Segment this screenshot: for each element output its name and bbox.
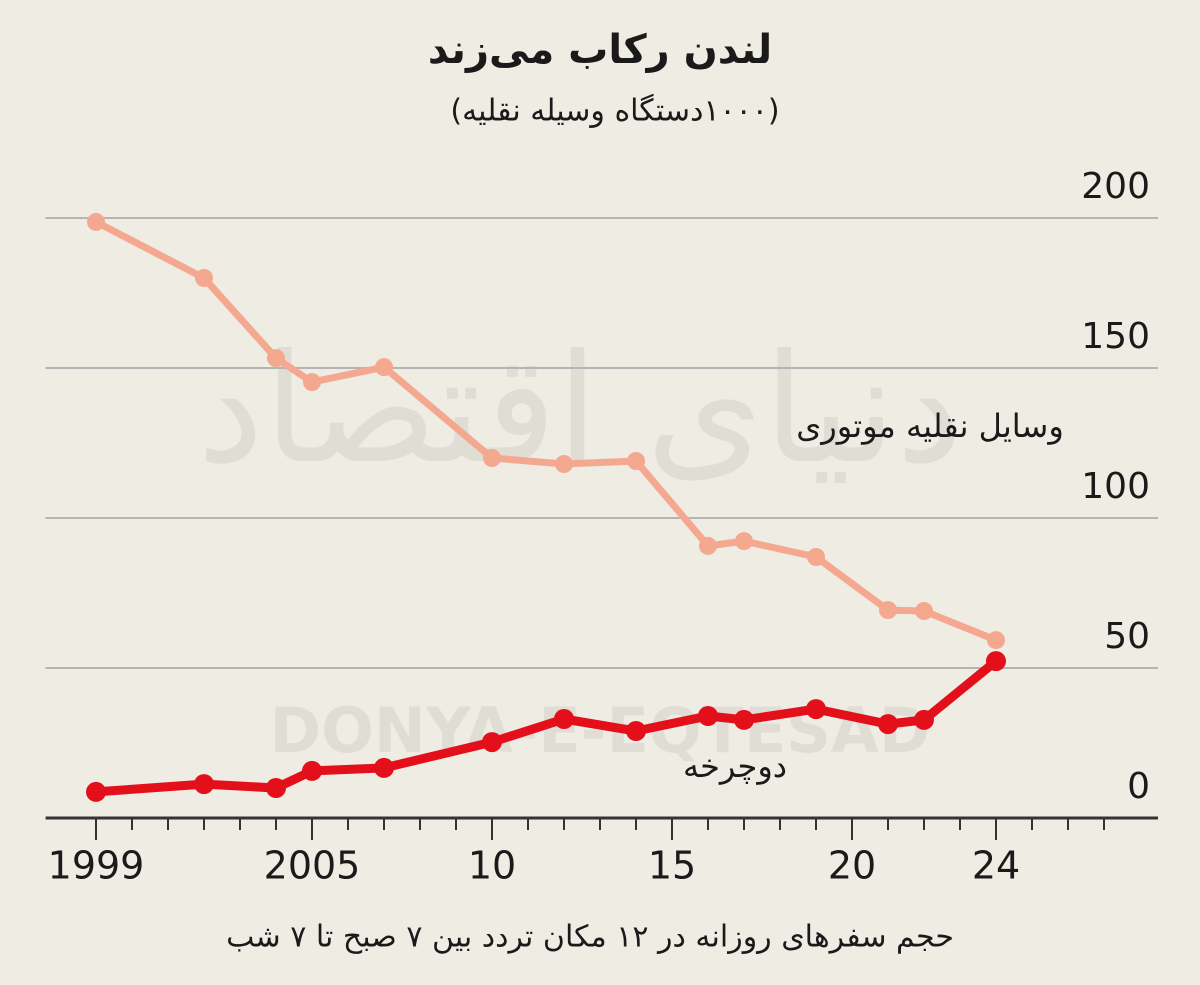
x-tick-label: 1999 [48, 844, 145, 888]
x-tick-label: 10 [468, 844, 516, 888]
data-point [699, 536, 717, 555]
x-tick-label: 20 [828, 844, 876, 888]
data-point [806, 699, 826, 720]
data-point [87, 212, 105, 231]
x-tick-label: 24 [972, 844, 1020, 888]
data-point [915, 602, 933, 620]
data-point [807, 548, 825, 566]
data-point [194, 774, 214, 795]
data-point [266, 778, 286, 798]
data-point [626, 721, 646, 741]
y-tick-label: 50 [1104, 616, 1150, 657]
data-point [627, 452, 645, 470]
data-point [734, 709, 754, 730]
data-point [986, 651, 1006, 672]
data-point [878, 714, 898, 735]
y-tick-label: 0 [1127, 766, 1150, 807]
data-point [303, 373, 321, 392]
data-point [483, 449, 501, 467]
series-label: دوچرخه [683, 747, 787, 785]
data-point [375, 358, 393, 377]
watermark: دنیای اقتصاد [197, 323, 963, 497]
data-point [267, 349, 285, 368]
data-point [555, 455, 573, 473]
data-point [195, 269, 213, 287]
data-point [374, 757, 394, 778]
data-point [482, 732, 502, 753]
y-tick-label: 200 [1081, 166, 1150, 207]
watermark: DONYA-E-EQTESAD [270, 694, 931, 767]
data-point [698, 706, 718, 726]
chart-title: لندن رکاب می‌زند [428, 27, 772, 73]
x-tick-label: 15 [648, 844, 696, 888]
data-point [86, 781, 106, 802]
data-point [302, 760, 322, 781]
data-point [879, 601, 897, 620]
chart-subtitle: (۱۰۰۰دستگاه وسیله نقلیه) [450, 94, 779, 129]
data-point [735, 532, 753, 551]
y-tick-label: 150 [1081, 316, 1150, 357]
data-point [987, 631, 1005, 650]
data-point [914, 709, 934, 730]
y-tick-label: 100 [1081, 466, 1150, 507]
x-tick-label: 2005 [264, 844, 361, 888]
series-label: وسایل نقلیه موتوری [796, 407, 1064, 445]
data-point [554, 709, 574, 729]
footnote: حجم سفرهای روزانه در ۱۲ مکان تردد بین ۷ … [226, 920, 954, 955]
